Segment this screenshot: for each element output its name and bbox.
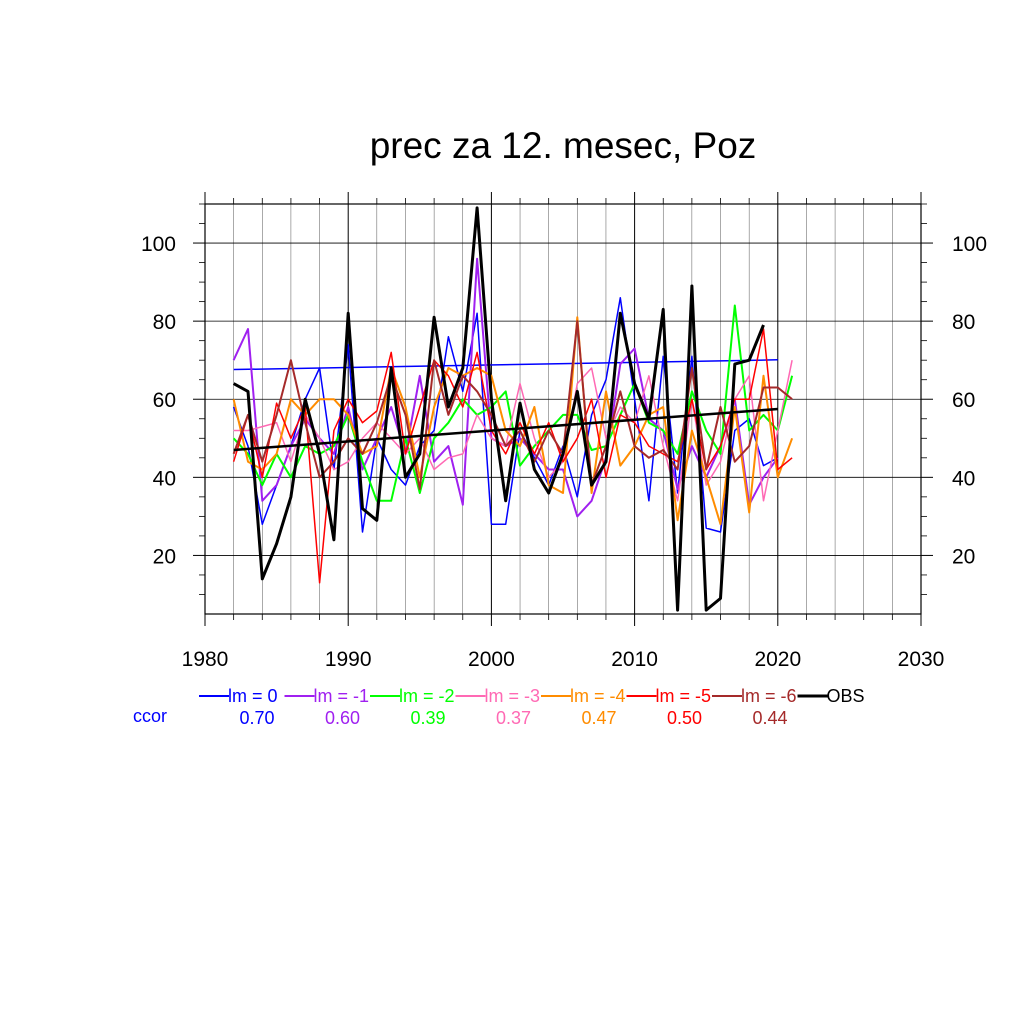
- y-tick-label: 20: [153, 545, 176, 568]
- y-tick-label: 80: [153, 311, 176, 334]
- series-line-6: [232, 320, 793, 490]
- y-tick-label: 100: [141, 233, 176, 256]
- series-line-7: [232, 206, 765, 612]
- y-tick-label-right: 60: [952, 389, 975, 412]
- x-tick-label: 2010: [611, 648, 658, 671]
- ccor-value-1: 0.60: [325, 708, 360, 728]
- legend-entry-5: lm = -5: [656, 686, 712, 706]
- legend-entry-7: OBS: [827, 686, 865, 706]
- ccor-value-3: 0.37: [496, 708, 531, 728]
- legend-entry-0: lm = 0: [228, 686, 278, 706]
- ccor-value-0: 0.70: [239, 708, 274, 728]
- ccor-value-5: 0.50: [667, 708, 702, 728]
- legend-entry-1: lm = -1: [314, 686, 370, 706]
- x-tick-label: 2030: [898, 648, 945, 671]
- legend: ccor lm = 00.70 lm = -10.60 lm = -20.39 lm =…: [133, 686, 865, 728]
- legend-entry-2: lm = -2: [399, 686, 455, 706]
- legend-entry-3: lm = -3: [485, 686, 541, 706]
- trend-line-7: [233, 407, 778, 452]
- legend-entry-4: lm = -4: [570, 686, 626, 706]
- x-tick-label: 1990: [325, 648, 372, 671]
- y-tick-label: 40: [153, 467, 176, 490]
- x-tick-label: 2000: [468, 648, 515, 671]
- y-tick-label-right: 40: [952, 467, 975, 490]
- ccor-value-4: 0.47: [581, 708, 616, 728]
- y-tick-label-right: 20: [952, 545, 975, 568]
- y-tick-label-right: 100: [952, 233, 987, 256]
- plot-frame: [204, 203, 922, 615]
- ccor-value-2: 0.39: [410, 708, 445, 728]
- grid: [205, 204, 921, 614]
- chart-title: prec za 12. mesec, Poz: [370, 125, 757, 166]
- y-tick-label-right: 80: [952, 311, 975, 334]
- series-line-4: [232, 316, 794, 526]
- legend-entry-6: lm = -6: [741, 686, 797, 706]
- ccor-label: ccor: [133, 706, 167, 726]
- ccor-value-6: 0.44: [752, 708, 787, 728]
- x-tick-label: 2020: [754, 648, 801, 671]
- series-lines: [232, 206, 794, 612]
- x-tick-label: 1980: [182, 648, 229, 671]
- y-tick-label: 60: [153, 389, 176, 412]
